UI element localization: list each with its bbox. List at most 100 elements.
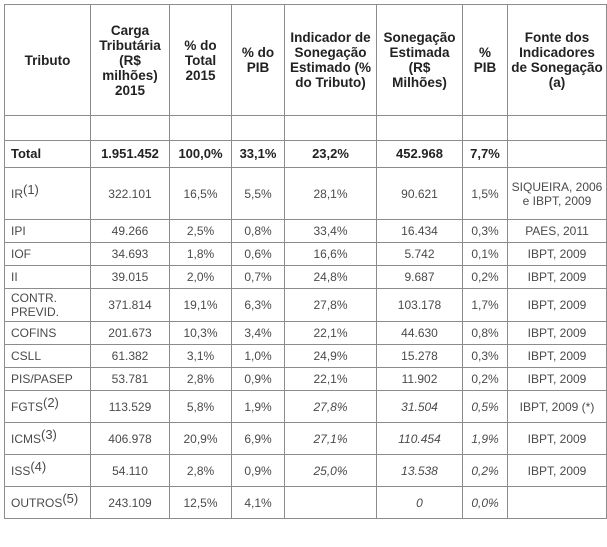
header-tributo: Tributo xyxy=(4,4,91,116)
row-tributo: CONTR. PREVID. xyxy=(4,288,91,322)
header-pct-total: % do Total 2015 xyxy=(169,4,232,116)
row-sonegacao: 110.454 xyxy=(376,422,463,455)
row-fonte: IBPT, 2009 xyxy=(507,265,607,289)
row-indicador: 22,1% xyxy=(284,367,377,391)
table-row: CSLL 61.382 3,1% 1,0% 24,9% 15.278 0,3% IBPT, 2… xyxy=(4,344,607,368)
row-sonegacao: 15.278 xyxy=(376,344,463,368)
row-pct-pib: 0,9% xyxy=(231,454,285,487)
row-carga: 54.110 xyxy=(90,454,170,487)
row-indicador: 28,1% xyxy=(284,167,377,220)
tributo-name: IPI xyxy=(11,224,26,238)
row-pct-pib: 4,1% xyxy=(231,486,285,519)
row-tributo: COFINS xyxy=(4,321,91,345)
table-row: IPI 49.266 2,5% 0,8% 33,4% 16.434 0,3% PAES, 20… xyxy=(4,219,607,243)
header-row: Tributo Carga Tributária (R$ milhões) 20… xyxy=(4,4,607,116)
row-tributo: FGTS(2) xyxy=(4,390,91,423)
row-fonte: IBPT, 2009 xyxy=(507,242,607,266)
row-pct-total: 2,5% xyxy=(169,219,232,243)
row-sonegacao: 90.621 xyxy=(376,167,463,220)
row-fonte: IBPT, 2009 (*) xyxy=(507,390,607,423)
header-carga: Carga Tributária (R$ milhões) 2015 xyxy=(90,4,170,116)
row-pct-pib: 5,5% xyxy=(231,167,285,220)
table-row: PIS/PASEP 53.781 2,8% 0,9% 22,1% 11.902 0,2% IB… xyxy=(4,367,607,391)
row-pct-pib: 6,3% xyxy=(231,288,285,322)
row-pct-total: 2,8% xyxy=(169,367,232,391)
row-sonegacao: 44.630 xyxy=(376,321,463,345)
row-sonegacao-pib: 0,2% xyxy=(462,265,508,289)
table-row: ISS(4) 54.110 2,8% 0,9% 25,0% 13.538 0,2% IBPT,… xyxy=(4,454,607,487)
table-row: II 39.015 2,0% 0,7% 24,8% 9.687 0,2% IBPT, 2009 xyxy=(4,265,607,289)
tributo-name: CONTR. PREVID. xyxy=(11,291,60,319)
row-indicador: 27,1% xyxy=(284,422,377,455)
spacer-cell xyxy=(376,115,463,141)
footnote-marker: (2) xyxy=(43,394,59,410)
row-sonegacao: 11.902 xyxy=(376,367,463,391)
row-carga: 34.693 xyxy=(90,242,170,266)
row-sonegacao-pib: 0,2% xyxy=(462,454,508,487)
row-indicador xyxy=(284,486,377,519)
row-sonegacao-pib: 1,5% xyxy=(462,167,508,220)
tributo-name: IOF xyxy=(11,247,31,261)
row-sonegacao: 0 xyxy=(376,486,463,519)
footnote-marker: (3) xyxy=(41,426,57,442)
row-sonegacao: 103.178 xyxy=(376,288,463,322)
tributo-name: ICMS xyxy=(11,431,41,446)
total-indicador: 23,2% xyxy=(284,140,377,168)
table-row: FGTS(2) 113.529 5,8% 1,9% 27,8% 31.504 0,5% IBP… xyxy=(4,390,607,423)
tributo-name: COFINS xyxy=(11,326,57,340)
total-carga: 1.951.452 xyxy=(90,140,170,168)
row-indicador: 27,8% xyxy=(284,390,377,423)
row-carga: 371.814 xyxy=(90,288,170,322)
table-row: ICMS(3) 406.978 20,9% 6,9% 27,1% 110.454 1,9% I… xyxy=(4,422,607,455)
row-sonegacao: 5.742 xyxy=(376,242,463,266)
row-pct-pib: 1,9% xyxy=(231,390,285,423)
row-tributo: OUTROS(5) xyxy=(4,486,91,519)
footnote-marker: (4) xyxy=(30,458,47,474)
row-pct-total: 20,9% xyxy=(169,422,232,455)
row-pct-pib: 6,9% xyxy=(231,422,285,455)
row-pct-pib: 0,6% xyxy=(231,242,285,266)
row-pct-total: 5,8% xyxy=(169,390,232,423)
row-carga: 39.015 xyxy=(90,265,170,289)
tributo-name: PIS/PASEP xyxy=(11,372,73,386)
spacer-cell xyxy=(507,115,607,141)
row-fonte: IBPT, 2009 xyxy=(507,454,607,487)
row-tributo: IPI xyxy=(4,219,91,243)
row-pct-total: 1,8% xyxy=(169,242,232,266)
header-indicador: Indicador de Sonegação Estimado (% do Tr… xyxy=(284,4,377,116)
row-carga: 322.101 xyxy=(90,167,170,220)
tributo-name: IR xyxy=(11,186,23,201)
row-indicador: 24,8% xyxy=(284,265,377,289)
row-pct-pib: 0,7% xyxy=(231,265,285,289)
row-sonegacao-pib: 1,7% xyxy=(462,288,508,322)
total-sonegacao: 452.968 xyxy=(376,140,463,168)
row-fonte: SIQUEIRA, 2006 e IBPT, 2009 xyxy=(507,167,607,220)
row-sonegacao-pib: 0,3% xyxy=(462,344,508,368)
row-tributo: IOF xyxy=(4,242,91,266)
spacer-cell xyxy=(4,115,91,141)
row-fonte: IBPT, 2009 xyxy=(507,422,607,455)
tax-evasion-table: Tributo Carga Tributária (R$ milhões) 20… xyxy=(4,4,607,519)
row-indicador: 24,9% xyxy=(284,344,377,368)
spacer-cell xyxy=(90,115,170,141)
row-indicador: 16,6% xyxy=(284,242,377,266)
row-indicador: 25,0% xyxy=(284,454,377,487)
header-pct-pib: % do PIB xyxy=(231,4,285,116)
row-tributo: CSLL xyxy=(4,344,91,368)
row-sonegacao-pib: 0,2% xyxy=(462,367,508,391)
tributo-name: CSLL xyxy=(11,349,42,363)
footnote-marker: (5) xyxy=(62,490,79,506)
row-fonte xyxy=(507,486,607,519)
row-pct-total: 19,1% xyxy=(169,288,232,322)
row-carga: 61.382 xyxy=(90,344,170,368)
spacer-cell xyxy=(169,115,232,141)
spacer-row xyxy=(4,115,607,141)
total-tributo: Total xyxy=(4,140,91,168)
table-row: OUTROS(5) 243.109 12,5% 4,1% 0 0,0% xyxy=(4,486,607,519)
row-fonte: IBPT, 2009 xyxy=(507,288,607,322)
header-fonte: Fonte dos Indicadores de Sonegação (a) xyxy=(507,4,607,116)
row-fonte: IBPT, 2009 xyxy=(507,367,607,391)
row-pct-total: 2,0% xyxy=(169,265,232,289)
row-pct-total: 3,1% xyxy=(169,344,232,368)
total-fonte xyxy=(507,140,607,168)
